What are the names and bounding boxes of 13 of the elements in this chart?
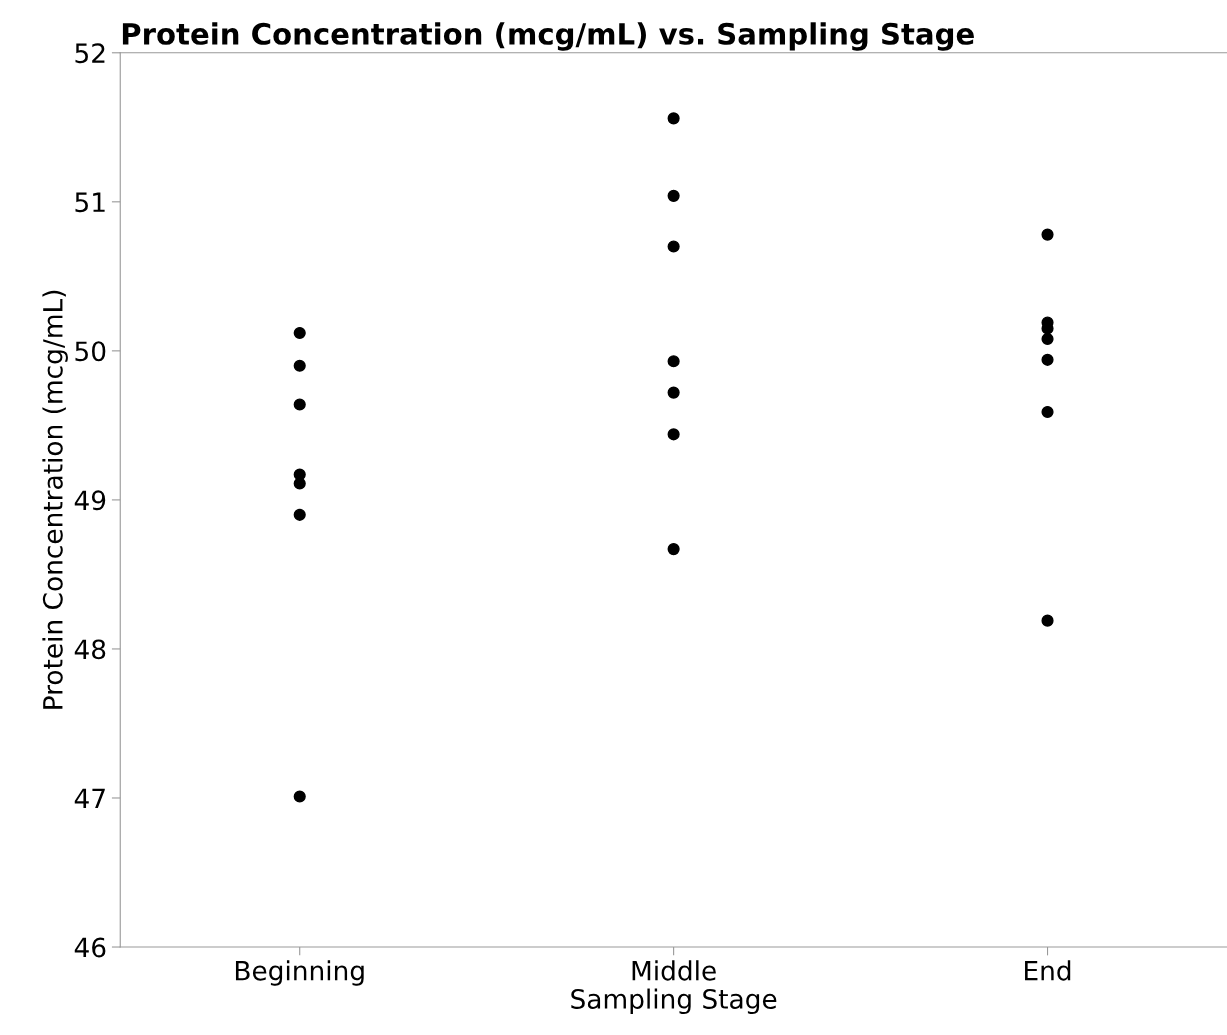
y-tick-label: 47 bbox=[74, 788, 105, 809]
y-tick-label: 52 bbox=[75, 43, 105, 64]
y-axis-title: Protein Concentration (mcg/mL) bbox=[42, 290, 68, 709]
x-tick-label: Beginning bbox=[235, 960, 364, 986]
chart-title: Protein Concentration (mcg/mL) vs. Sampling Stage bbox=[122, 22, 974, 51]
x-tick-label: Middle bbox=[632, 960, 716, 981]
y-tick-label: 49 bbox=[74, 490, 106, 511]
y-tick-label: 51 bbox=[75, 192, 105, 213]
x-axis-title: Sampling Stage bbox=[571, 988, 777, 1015]
x-tick-label: End bbox=[1025, 960, 1071, 981]
y-tick-label: 50 bbox=[75, 341, 106, 362]
y-tick-label: 46 bbox=[74, 937, 106, 958]
y-tick-label: 48 bbox=[74, 639, 106, 660]
